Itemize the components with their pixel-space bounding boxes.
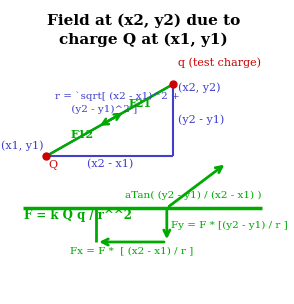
Text: F12: F12	[71, 129, 94, 140]
Text: Fy = F * [(y2 - y1) / r ]: Fy = F * [(y2 - y1) / r ]	[171, 220, 288, 230]
Text: Field at (x2, y2) due to
charge Q at (x1, y1): Field at (x2, y2) due to charge Q at (x1…	[47, 14, 240, 47]
Text: (y2 - y1)^2 ]: (y2 - y1)^2 ]	[55, 105, 137, 114]
Text: F21: F21	[128, 98, 152, 109]
Text: F = k Q q / r^^2: F = k Q q / r^^2	[24, 209, 132, 223]
Text: r = `sqrt[ (x2 - x1)^2 +: r = `sqrt[ (x2 - x1)^2 +	[55, 92, 180, 101]
Text: (x1, y1): (x1, y1)	[1, 140, 44, 151]
Text: q (test charge): q (test charge)	[178, 57, 260, 68]
Text: (y2 - y1): (y2 - y1)	[178, 115, 225, 125]
Text: (x2 - x1): (x2 - x1)	[87, 159, 133, 169]
Text: aTan( (y2 - y1) / (x2 - x1) ): aTan( (y2 - y1) / (x2 - x1) )	[125, 190, 261, 199]
Text: Fx = F *  [ (x2 - x1) / r ]: Fx = F * [ (x2 - x1) / r ]	[70, 246, 193, 255]
Text: (x2, y2): (x2, y2)	[178, 82, 220, 92]
Text: Q: Q	[49, 160, 58, 170]
